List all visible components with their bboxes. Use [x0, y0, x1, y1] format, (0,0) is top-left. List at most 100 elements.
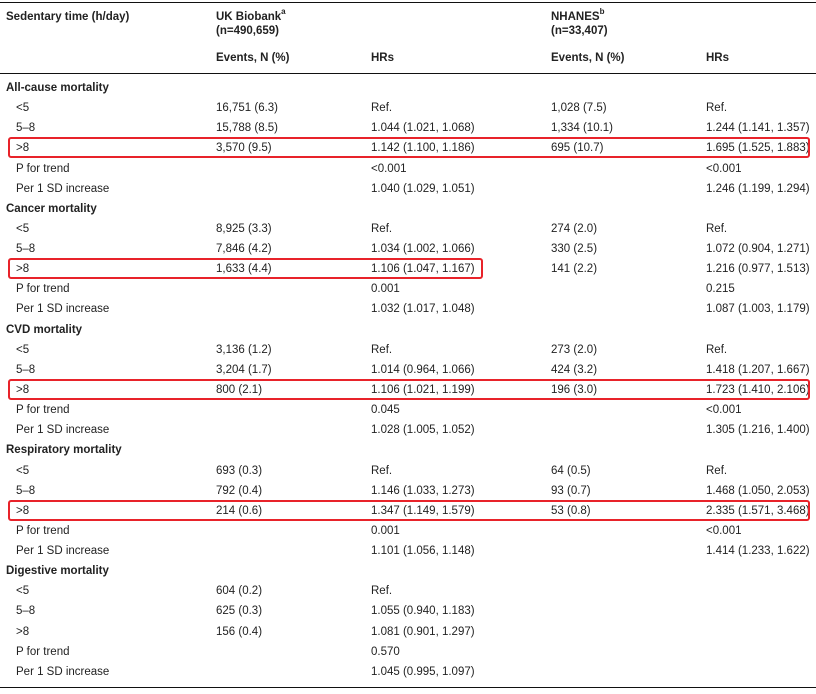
- nhanes-events-cell: 695 (10.7): [551, 142, 604, 155]
- row-highlight-box: [8, 378, 810, 400]
- uk-hr-cell: <0.001: [371, 162, 407, 175]
- uk-events-cell: 7,846 (4.2): [216, 243, 272, 255]
- uk-hr-cell: 0.001: [371, 524, 400, 537]
- row-label: <5: [16, 222, 30, 235]
- row-label: P for trend: [16, 524, 70, 537]
- uk-hr-cell: 1.045 (0.995, 1.097): [371, 665, 475, 678]
- uk-hr-cell: 1.146 (1.033, 1.273): [371, 484, 475, 497]
- nhanes-events-cell: 1,334 (10.1): [551, 122, 614, 135]
- row-label: 5–8: [16, 122, 36, 135]
- row-label: Per 1 SD increase: [16, 182, 110, 195]
- nhanes-hr-cell: 2.335 (1.571, 3.468): [706, 504, 810, 517]
- nhanes-hr-cell: <0.001: [706, 162, 742, 175]
- uk-events-cell: 16,751 (6.3): [216, 102, 279, 115]
- uk-hr-cell: 1.081 (0.901, 1.297): [371, 625, 475, 638]
- col-header-uk-biobank: UK Biobanka: [216, 7, 286, 24]
- uk-hr-cell: Ref.: [371, 464, 393, 477]
- row-highlight-box: [8, 499, 810, 521]
- nhanes-n: (n=33,407): [551, 25, 608, 37]
- row-label: 5–8: [16, 484, 36, 497]
- nhanes-hr-cell: 1.414 (1.233, 1.622): [706, 545, 810, 557]
- uk-events-cell: 604 (0.2): [216, 585, 263, 598]
- nhanes-hr-cell: Ref.: [706, 464, 728, 477]
- col-header-uk-events: Events, N (%): [216, 52, 290, 64]
- uk-hr-cell: 1.347 (1.149, 1.579): [371, 504, 475, 517]
- uk-biobank-n: (n=490,659): [216, 25, 279, 37]
- uk-hr-cell: 0.570: [371, 645, 400, 658]
- nhanes-hr-cell: <0.001: [706, 404, 742, 417]
- col-header-nhanes: NHANESb: [551, 8, 604, 24]
- row-label: <5: [16, 585, 30, 598]
- col-header-sedentary-time: Sedentary time (h/day): [6, 11, 130, 23]
- top-rule: [0, 2, 816, 3]
- uk-events-cell: 3,204 (1.7): [216, 363, 272, 376]
- nhanes-hr-cell: Ref.: [706, 102, 728, 115]
- nhanes-hr-cell: 1.695 (1.525, 1.883): [706, 142, 810, 155]
- uk-events-cell: 800 (2.1): [216, 383, 263, 396]
- row-label: <5: [16, 102, 30, 115]
- nhanes-events-cell: 274 (2.0): [551, 222, 598, 235]
- uk-hr-cell: 1.055 (0.940, 1.183): [371, 605, 475, 618]
- row-label: <5: [16, 343, 30, 356]
- uk-hr-cell: Ref.: [371, 343, 393, 356]
- uk-events-cell: 8,925 (3.3): [216, 222, 272, 235]
- nhanes-hr-cell: 1.072 (0.904, 1.271): [706, 243, 810, 255]
- row-label: Per 1 SD increase: [16, 424, 110, 437]
- uk-hr-cell: 1.034 (1.002, 1.066): [371, 243, 475, 255]
- row-label: P for trend: [16, 404, 70, 417]
- nhanes-hr-cell: 1.468 (1.050, 2.053): [706, 484, 810, 497]
- uk-hr-cell: 1.028 (1.005, 1.052): [371, 424, 475, 437]
- nhanes-hr-cell: 1.246 (1.199, 1.294): [706, 182, 810, 195]
- uk-highlight-box: [8, 258, 483, 280]
- uk-events-cell: 15,788 (8.5): [216, 122, 279, 135]
- nhanes-hr-cell: <0.001: [706, 524, 742, 537]
- section-heading: All-cause mortality: [6, 82, 109, 94]
- nhanes-hr-cell: 1.418 (1.207, 1.667): [706, 363, 810, 376]
- row-label: Per 1 SD increase: [16, 545, 110, 557]
- nhanes-events-cell: 196 (3.0): [551, 383, 598, 396]
- uk-hr-cell: 1.106 (1.021, 1.199): [371, 383, 475, 396]
- nhanes-events-cell: 424 (3.2): [551, 363, 598, 376]
- nhanes-hr-cell: 1.305 (1.216, 1.400): [706, 424, 810, 437]
- nhanes-hr-cell: 1.244 (1.141, 1.357): [706, 122, 810, 135]
- nhanes-events-cell: 273 (2.0): [551, 343, 598, 356]
- row-label: >8: [16, 383, 30, 396]
- section-heading: Cancer mortality: [6, 202, 97, 215]
- uk-events-cell: 693 (0.3): [216, 464, 263, 477]
- uk-events-cell: 3,136 (1.2): [216, 343, 272, 356]
- uk-hr-cell: 1.040 (1.029, 1.051): [371, 182, 475, 195]
- uk-hr-cell: 1.142 (1.100, 1.186): [371, 142, 475, 155]
- uk-hr-cell: 1.032 (1.017, 1.048): [371, 303, 475, 316]
- row-label: >8: [16, 625, 30, 638]
- uk-hr-cell: Ref.: [371, 585, 393, 598]
- uk-hr-cell: 0.001: [371, 283, 400, 296]
- col-header-nh-hrs: HRs: [706, 52, 730, 64]
- row-label: >8: [16, 504, 30, 517]
- nhanes-hr-cell: 1.723 (1.410, 2.106): [706, 383, 810, 396]
- row-label: Per 1 SD increase: [16, 303, 110, 316]
- uk-hr-cell: 0.045: [371, 404, 400, 417]
- uk-hr-cell: 1.014 (0.964, 1.066): [371, 363, 475, 376]
- uk-events-cell: 3,570 (9.5): [216, 142, 272, 155]
- uk-hr-cell: 1.044 (1.021, 1.068): [371, 122, 475, 135]
- row-label: P for trend: [16, 162, 70, 175]
- uk-events-cell: 156 (0.4): [216, 625, 263, 638]
- row-label: Per 1 SD increase: [16, 665, 110, 678]
- row-label: 5–8: [16, 605, 36, 618]
- nhanes-events-cell: 53 (0.8): [551, 504, 591, 517]
- nhanes-events-cell: 330 (2.5): [551, 243, 598, 255]
- nhanes-hr-cell: 1.087 (1.003, 1.179): [706, 303, 810, 316]
- uk-biobank-footnote-mark: a: [281, 7, 286, 17]
- section-heading: Digestive mortality: [6, 565, 109, 578]
- row-label: P for trend: [16, 283, 70, 296]
- section-heading: Respiratory mortality: [6, 444, 122, 457]
- uk-hr-cell: 1.106 (1.047, 1.167): [371, 263, 475, 276]
- bottom-rule: [0, 687, 816, 688]
- col-header-uk-hrs: HRs: [371, 52, 395, 64]
- row-label: <5: [16, 464, 30, 477]
- nhanes-hr-cell: Ref.: [706, 343, 728, 356]
- row-label: P for trend: [16, 645, 70, 658]
- nhanes-title: NHANES: [551, 11, 600, 23]
- nhanes-hr-cell: Ref.: [706, 222, 728, 235]
